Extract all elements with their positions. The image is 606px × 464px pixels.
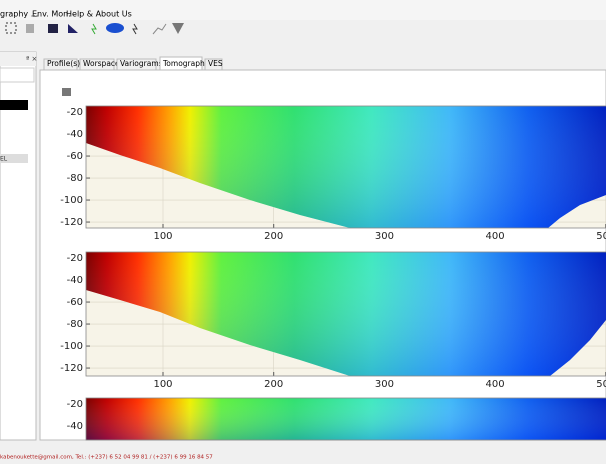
y-tick-label: -60 [67, 151, 83, 162]
panel-buttons[interactable]: ª × [26, 55, 37, 63]
panel-row-label: EL [0, 156, 8, 163]
x-tick-label: 500 [596, 231, 606, 242]
panel-field[interactable] [0, 67, 35, 83]
tab-bar: Profile(s) Worspace Variograms TomographyVE… [43, 56, 223, 71]
y-tick-label: -100 [60, 341, 83, 352]
y-tick-label: -60 [67, 297, 83, 308]
x-tick-label: 500 [596, 379, 606, 390]
x-tick-label: 400 [486, 231, 505, 242]
y-tick-label: -80 [67, 173, 83, 184]
toolbar [5, 22, 184, 35]
tool-icon[interactable] [48, 24, 58, 33]
x-tick-label: 300 [375, 231, 394, 242]
tool-icon[interactable] [106, 23, 124, 33]
plot-frame [85, 397, 606, 441]
y-tick-label: -40 [67, 421, 83, 432]
tool-icon[interactable] [5, 22, 17, 34]
x-tick-label: 100 [153, 231, 172, 242]
y-tick-label: -20 [67, 253, 83, 264]
x-tick-label: 300 [375, 379, 394, 390]
y-tick-label: -40 [67, 275, 83, 286]
x-tick-label: 200 [264, 231, 283, 242]
menu-bar [0, 0, 606, 20]
plot-frame [85, 251, 606, 377]
left-panel [0, 51, 37, 441]
tab-label[interactable]: Profile(s) [47, 59, 80, 68]
panel-header [0, 52, 36, 66]
tool-icon[interactable] [132, 23, 138, 35]
y-tick-label: -20 [67, 107, 83, 118]
panel-row[interactable] [0, 154, 28, 163]
tab-label[interactable]: Variograms [120, 59, 163, 68]
y-tick-label: -20 [67, 399, 83, 410]
menu-item[interactable]: graphy ... [0, 10, 38, 19]
y-tick-label: -80 [67, 319, 83, 330]
tool-icon[interactable] [68, 24, 78, 33]
print-icon[interactable] [62, 88, 71, 96]
tab-label[interactable]: Worspace [83, 59, 120, 68]
selected-row[interactable] [0, 100, 28, 110]
heatmap-shade [86, 398, 606, 440]
y-tick-label: -120 [60, 217, 83, 228]
x-tick-label: 100 [153, 379, 172, 390]
status-text: kabenoukette@gmail.com, Tel.: (+237) 6 5… [0, 455, 213, 461]
tab-label[interactable]: Tomography [162, 59, 210, 68]
y-tick-label: -100 [60, 195, 83, 206]
y-tick-label: -120 [60, 363, 83, 374]
tab-label[interactable]: VES [208, 59, 223, 68]
menu-item[interactable]: Env. Mon. [32, 10, 71, 19]
plots: -20 -40 -60 -80 -100 -120 100 200 300 400 500 -20 -4… [60, 105, 606, 441]
tool-icon[interactable] [26, 24, 34, 33]
x-tick-label: 400 [486, 379, 505, 390]
status-bar [0, 448, 606, 464]
plot-frame [85, 105, 606, 229]
tool-icon[interactable] [91, 23, 97, 35]
y-tick-label: -40 [67, 129, 83, 140]
tool-icon[interactable] [152, 23, 167, 35]
menu-item[interactable]: Help & About Us [66, 10, 132, 19]
x-tick-label: 200 [264, 379, 283, 390]
tool-icon[interactable] [172, 23, 184, 34]
